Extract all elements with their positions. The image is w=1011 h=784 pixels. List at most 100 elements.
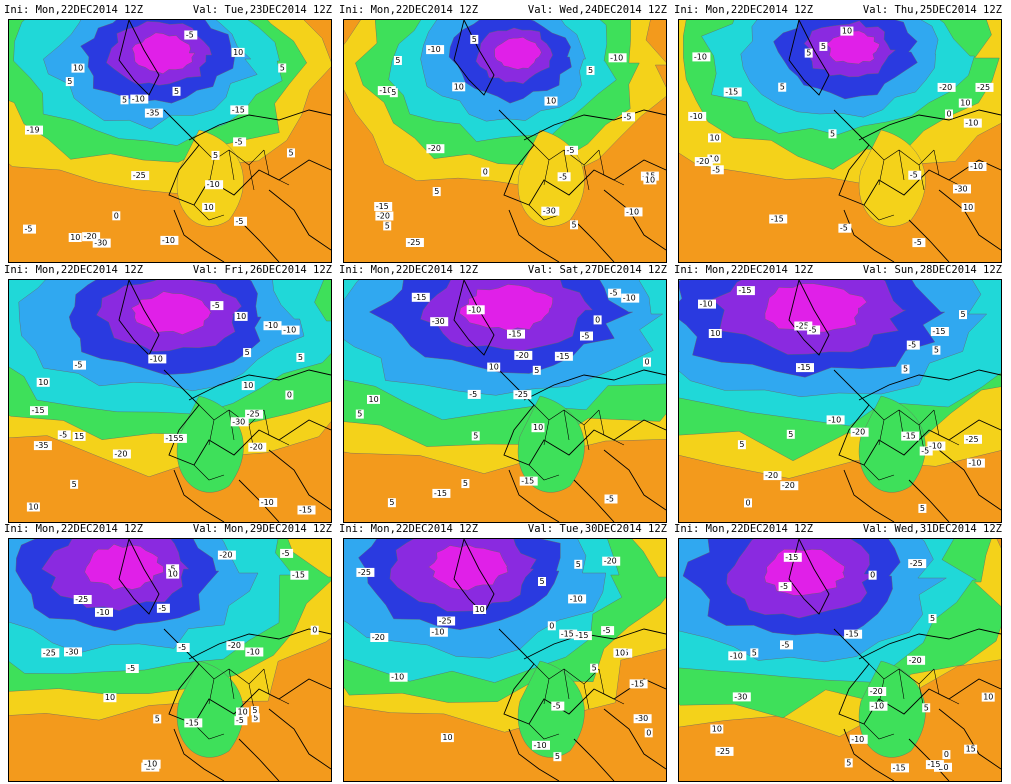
svg-text:0: 0 — [947, 110, 952, 119]
contour-label: 10 — [707, 154, 721, 164]
svg-text:5: 5 — [253, 713, 258, 722]
svg-text:10: 10 — [710, 329, 720, 338]
svg-text:10: 10 — [243, 381, 253, 390]
svg-text:0: 0 — [870, 571, 875, 580]
svg-text:-10: -10 — [570, 594, 583, 603]
contour-label: 0 — [285, 390, 294, 400]
contour-label: -5 — [234, 216, 247, 226]
contour-label: 10 — [166, 569, 180, 579]
contour-label: -20 — [370, 633, 389, 642]
contour-label: 5 — [553, 752, 562, 762]
temperature-map: -30-25-20-25-20-15-10-15-15-10-50051055-… — [678, 538, 1002, 782]
svg-text:-10: -10 — [379, 86, 392, 95]
contour-label: 10 — [544, 96, 558, 106]
contour-label: 5 — [387, 498, 396, 508]
contour-label: -10 — [259, 497, 278, 507]
svg-text:-20: -20 — [939, 83, 952, 92]
contour-label: -5 — [233, 137, 247, 147]
valid-time-label: Val: Tue,23DEC2014 12Z — [192, 4, 332, 16]
svg-text:-15: -15 — [903, 432, 916, 441]
svg-text:5: 5 — [739, 440, 744, 449]
svg-text:10: 10 — [236, 312, 246, 321]
svg-text:-20: -20 — [228, 641, 241, 650]
contour-label: -15 — [230, 105, 249, 115]
contour-label: -5 — [608, 288, 622, 298]
svg-text:5: 5 — [920, 504, 925, 513]
svg-text:-25: -25 — [407, 238, 420, 247]
svg-text:10: 10 — [546, 97, 556, 106]
temperature-map: -10 -25 -30 -20 -10 -15 -5 -10 -10 -15 10 0 5 -5 10 5 5 1… — [678, 19, 1002, 263]
contour-label: -25 — [975, 82, 994, 92]
svg-text:10: 10 — [645, 175, 655, 184]
contour-label: -5 — [23, 224, 36, 234]
contour-label: 5 — [574, 559, 583, 569]
svg-text:10: 10 — [28, 503, 38, 512]
contour-label: -10 — [281, 325, 300, 335]
valid-time-label: Val: Fri,26DEC2014 12Z — [192, 264, 332, 276]
contour-label: -10 — [966, 458, 985, 468]
contour-label: 5 — [932, 345, 941, 355]
contour-label: -30 — [64, 647, 82, 657]
svg-text:-25: -25 — [977, 83, 990, 92]
forecast-panel: Ini: Mon,22DEC2014 12Z Val: Sun,28DEC2014… — [670, 263, 1004, 524]
contour-label: -5 — [280, 548, 294, 558]
svg-text:10: 10 — [712, 725, 722, 734]
svg-text:-20: -20 — [377, 212, 390, 221]
contour-label: 5 — [296, 352, 305, 362]
contour-label: -10 — [148, 354, 167, 364]
contour-label: -10 — [968, 162, 987, 171]
svg-text:-15: -15 — [575, 631, 588, 640]
svg-text:10: 10 — [454, 82, 464, 91]
contour-label: 5 — [928, 614, 937, 624]
svg-text:-5: -5 — [840, 224, 848, 233]
contour-label: -5 — [176, 643, 190, 652]
forecast-panel: Ini: Mon,22DEC2014 12Z Val: Wed,24DEC2014… — [335, 3, 669, 264]
svg-text:-5: -5 — [236, 217, 244, 226]
contour-label: -25 — [794, 321, 813, 331]
svg-text:-10: -10 — [428, 45, 441, 54]
contour-label: 0 — [481, 167, 490, 177]
contour-label: -5 — [601, 626, 615, 636]
svg-text:-25: -25 — [358, 568, 371, 577]
temperature-band — [131, 291, 212, 335]
temperature-map-svg: -25-30-25-20-25-15-10-10-5-5-15-5-551010… — [9, 539, 331, 781]
svg-text:10: 10 — [983, 693, 993, 702]
contour-label: -30 — [430, 317, 449, 327]
contour-label: -10 — [426, 45, 445, 55]
svg-text:-5: -5 — [610, 289, 618, 298]
svg-text:5: 5 — [385, 221, 390, 230]
svg-text:-25: -25 — [515, 390, 528, 399]
svg-text:5: 5 — [934, 346, 939, 355]
contour-label: -10 — [826, 415, 845, 425]
coastline — [453, 20, 666, 262]
svg-text:-20: -20 — [870, 687, 883, 696]
contour-label: -5 — [622, 112, 635, 122]
svg-text:-5: -5 — [168, 564, 176, 573]
svg-text:5: 5 — [821, 42, 826, 51]
contour-label: 0 — [547, 621, 556, 631]
svg-text:-5: -5 — [59, 430, 67, 439]
svg-text:0: 0 — [312, 626, 317, 635]
svg-text:-25: -25 — [966, 435, 979, 444]
svg-text:-20: -20 — [516, 351, 529, 360]
panel-header: Ini: Mon,22DEC2014 12Z Val: Thu,25DEC2014… — [674, 3, 1002, 17]
valid-time-label: Val: Sat,27DEC2014 12Z — [527, 264, 667, 276]
contour-label: -20 — [112, 449, 131, 459]
temperature-map-svg: -25-30-25-25-20-10-15-10-5-20-1501051050… — [344, 539, 666, 781]
svg-text:10: 10 — [369, 395, 379, 404]
svg-text:5: 5 — [752, 648, 757, 657]
panel-header: Ini: Mon,22DEC2014 12Z Val: Wed,24DEC2014… — [339, 3, 667, 17]
contour-label: -10 — [608, 53, 627, 63]
contour-label: -15 — [559, 629, 578, 639]
forecast-panel: Ini: Mon,22DEC2014 12Z Val: Thu,25DEC2014… — [670, 3, 1004, 264]
svg-text:5: 5 — [903, 365, 908, 374]
svg-text:-5: -5 — [158, 604, 166, 613]
init-time-label: Ini: Mon,22DEC2014 12Z — [674, 523, 814, 535]
svg-text:10: 10 — [709, 154, 719, 163]
svg-text:-30: -30 — [543, 207, 556, 216]
temperature-map: -20 -25 -30 -35 -10 -15 -10 -5 -5 5 0 10 5 10 -5 5 -5 -10… — [8, 19, 332, 263]
svg-text:5: 5 — [473, 432, 478, 441]
country-borders — [193, 144, 290, 221]
contour-label: -5 — [557, 172, 571, 182]
contour-label: 5 — [819, 41, 828, 51]
